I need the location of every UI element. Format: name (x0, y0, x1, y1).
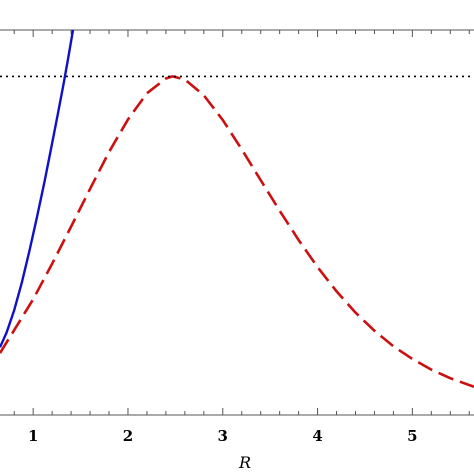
plot-frame (0, 29, 474, 416)
x-tick-label: 2 (123, 427, 133, 445)
x-tick-label: 1 (28, 427, 38, 445)
x-axis-label: R (238, 453, 251, 472)
series-line-dashed (0, 75, 474, 389)
x-tick-label: 5 (407, 427, 417, 445)
x-tick-label: 4 (312, 427, 322, 445)
tick-marks (13, 30, 470, 415)
series-line-solid (0, 29, 75, 348)
x-tick-label: 3 (218, 427, 228, 445)
series-layer (0, 29, 474, 389)
x-tick-labels: 1 2 3 4 5 (28, 427, 418, 445)
